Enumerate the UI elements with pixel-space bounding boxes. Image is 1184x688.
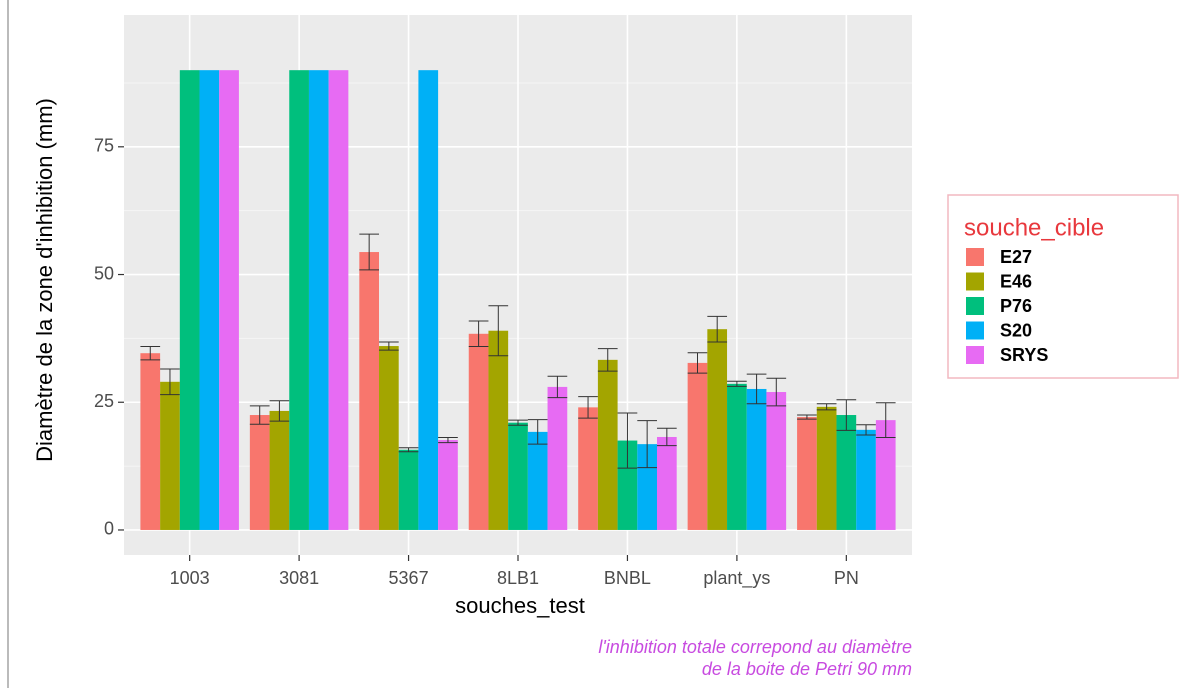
- x-tick-label: plant_ys: [703, 568, 770, 589]
- bar: [508, 422, 528, 530]
- error-bar: [746, 373, 767, 405]
- error-bar: [160, 368, 180, 396]
- bar: [269, 410, 290, 530]
- bar: [438, 440, 458, 530]
- error-bar: [269, 400, 290, 422]
- bar: [766, 392, 787, 530]
- y-tick-label: 0: [104, 519, 114, 539]
- bar: [249, 415, 270, 530]
- legend-key: [966, 321, 984, 340]
- error-bar: [359, 233, 380, 271]
- bar: [179, 70, 200, 530]
- error-bar: [637, 420, 657, 469]
- x-axis-title: souches_test: [455, 593, 585, 618]
- error-bar: [707, 315, 728, 343]
- error-bar: [875, 402, 896, 438]
- error-bar: [836, 399, 857, 431]
- error-bar: [140, 346, 161, 361]
- y-tick-label: 25: [94, 391, 114, 411]
- error-bar: [687, 352, 708, 374]
- bar: [836, 415, 857, 530]
- error-bar: [856, 424, 876, 436]
- bar: [289, 70, 309, 530]
- error-bar: [597, 348, 618, 372]
- bar: [707, 329, 728, 530]
- bar: [656, 436, 677, 530]
- error-bar: [468, 320, 489, 348]
- y-tick-label: 50: [94, 263, 114, 283]
- legend-label: P76: [1000, 296, 1032, 316]
- bar: [547, 386, 568, 530]
- bar: [418, 70, 439, 530]
- bar: [199, 70, 220, 530]
- bar: [617, 440, 638, 530]
- bar: [398, 449, 419, 530]
- legend-key: [966, 272, 984, 291]
- legend-key: [966, 297, 984, 315]
- bar: [746, 388, 767, 530]
- bar: [527, 431, 548, 530]
- error-bar: [816, 403, 837, 411]
- error-bar: [398, 447, 419, 453]
- bar: [637, 444, 657, 530]
- error-bar: [379, 341, 399, 351]
- legend-label: S20: [1000, 320, 1032, 340]
- error-bar: [249, 405, 270, 425]
- error-bar: [578, 396, 598, 419]
- annotation: de la boite de Petri 90 mm: [702, 659, 912, 679]
- bar: [379, 346, 399, 530]
- y-axis-title: Diamètre de la zone d'inhibition (mm): [32, 98, 57, 462]
- error-bar: [656, 427, 677, 447]
- legend-label: E27: [1000, 247, 1032, 267]
- bar: [797, 417, 817, 530]
- bar: [597, 359, 618, 530]
- bar: [160, 381, 180, 530]
- x-tick-label: 3081: [279, 568, 319, 588]
- bar: [727, 383, 747, 530]
- bar: [488, 330, 509, 530]
- bar: [816, 406, 837, 530]
- error-bar: [766, 377, 787, 407]
- error-bar: [508, 419, 528, 426]
- bar: [219, 70, 239, 530]
- x-tick-label: BNBL: [604, 568, 651, 588]
- bar: [328, 70, 349, 530]
- bar: [308, 70, 329, 530]
- error-bar: [488, 305, 509, 357]
- bar: [578, 407, 598, 530]
- x-tick-label: 5367: [389, 568, 429, 588]
- legend-key: [966, 248, 984, 266]
- error-bar: [797, 414, 817, 420]
- error-bar: [527, 419, 548, 445]
- bar: [687, 362, 708, 530]
- bar: [359, 252, 380, 530]
- x-tick-label: 1003: [170, 568, 210, 588]
- bar: [856, 429, 876, 530]
- legend-key: [966, 346, 984, 364]
- legend-label: SRYS: [1000, 345, 1048, 365]
- legend-label: E46: [1000, 271, 1032, 291]
- bar: [468, 333, 489, 530]
- bar: [140, 353, 161, 530]
- legend-title: souche_cible: [964, 214, 1104, 241]
- y-tick-label: 75: [94, 136, 114, 156]
- error-bar: [727, 380, 747, 387]
- x-tick-label: 8LB1: [497, 568, 539, 588]
- error-bar: [438, 436, 458, 444]
- bar: [875, 420, 896, 530]
- error-bar: [617, 412, 638, 469]
- x-tick-label: PN: [834, 568, 859, 588]
- annotation: l'inhibition totale correpond au diamètr…: [598, 637, 912, 657]
- error-bar: [547, 375, 568, 399]
- legend-box: [947, 194, 1179, 379]
